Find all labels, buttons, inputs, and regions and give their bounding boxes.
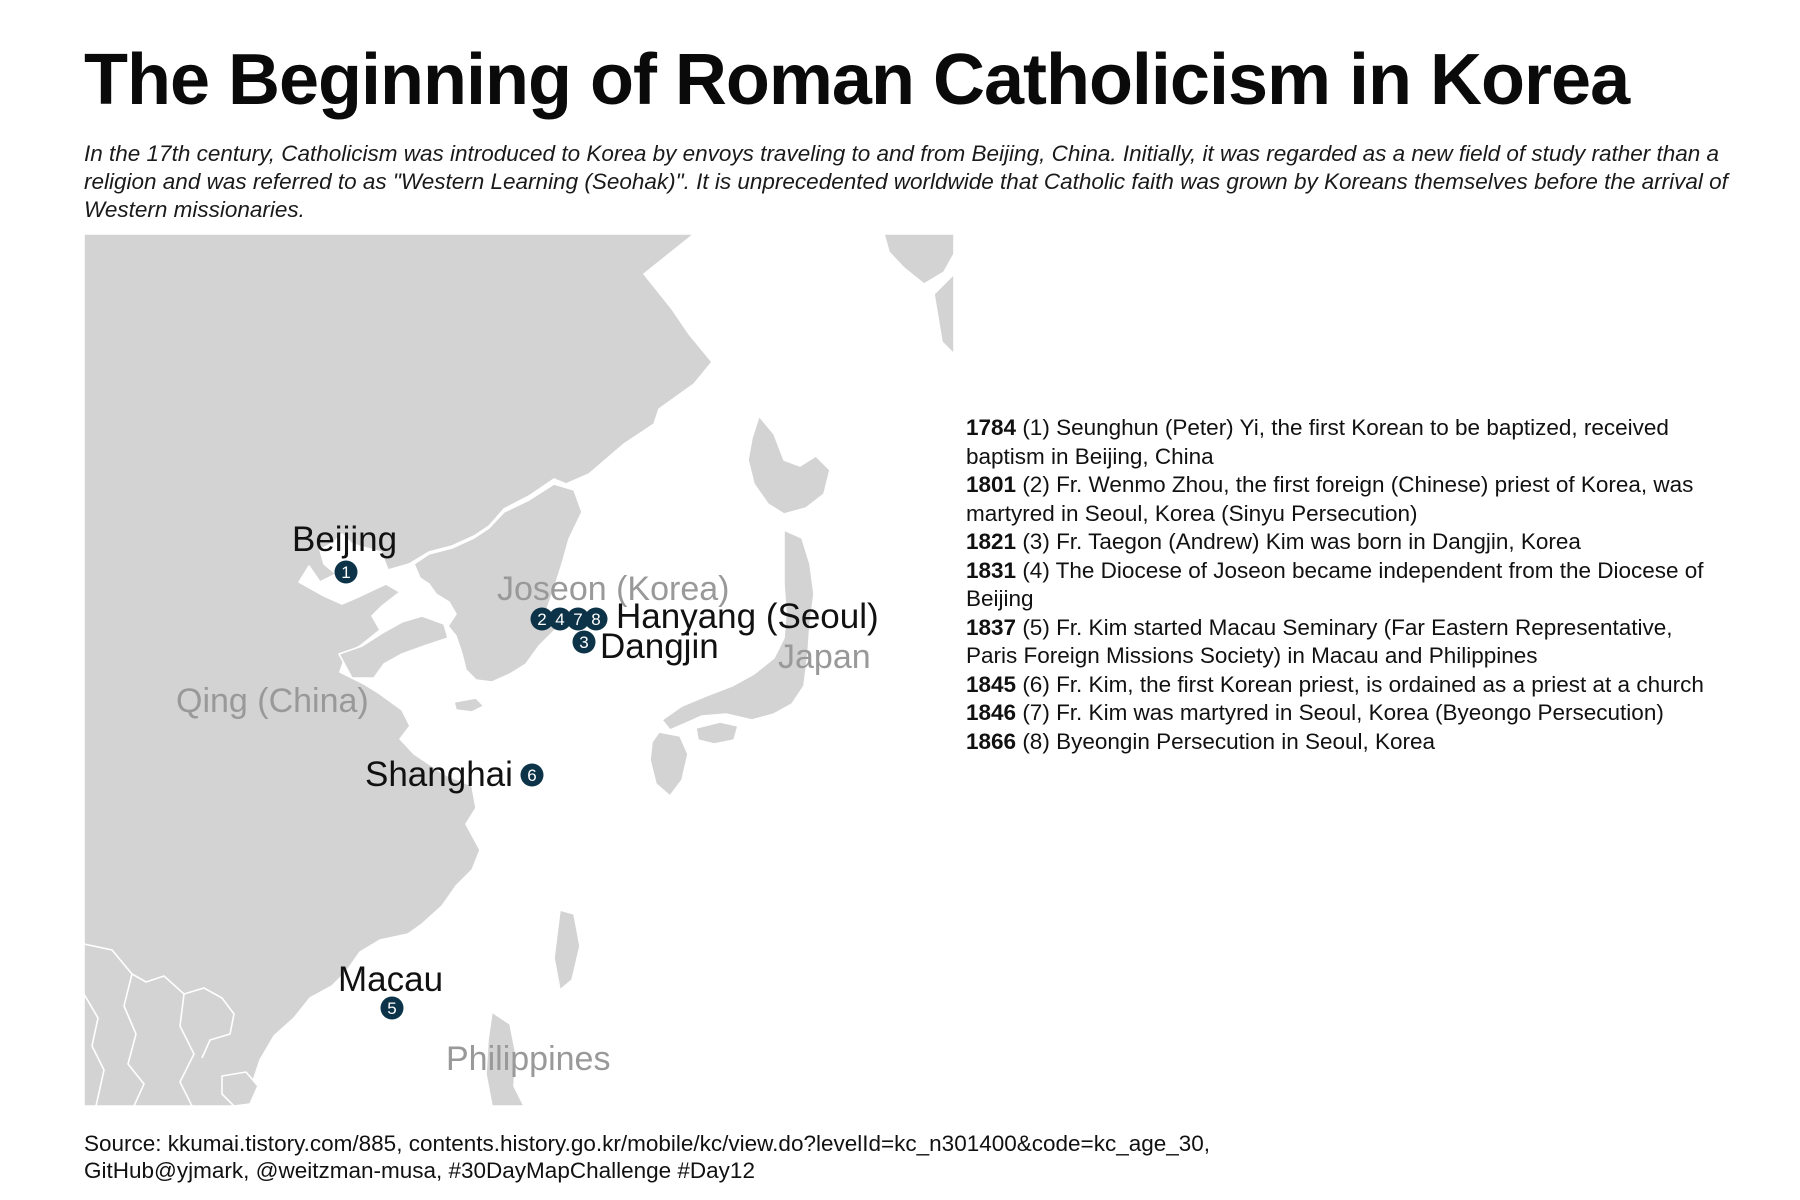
event-text: (5) Fr. Kim started Macau Seminary (Far … (966, 614, 1673, 669)
timeline-event: 1801 (2) Fr. Wenmo Zhou, the first forei… (966, 471, 1726, 528)
map: Joseon (Korea) Japan Qing (China) Philip… (84, 234, 954, 1106)
source-line: GitHub@yjmark, @weitzman-musa, #30DayMap… (84, 1158, 755, 1183)
land-sakhalin (883, 234, 954, 285)
event-year: 1831 (966, 557, 1017, 583)
region-label-philippines: Philippines (446, 1040, 610, 1078)
city-label-macau: Macau (338, 960, 443, 999)
region-label-qing: Qing (China) (176, 682, 369, 720)
marker-label: 6 (527, 766, 536, 785)
border-laos (123, 973, 145, 1106)
marker-hanyang-7: 7 (566, 607, 590, 631)
timeline-event: 1837 (5) Fr. Kim started Macau Seminary … (966, 614, 1726, 671)
source-line: Source: kkumai.tistory.com/885, contents… (84, 1131, 1211, 1156)
land-taiwan (553, 909, 581, 991)
markers: 1 2 4 7 8 3 6 (334, 560, 608, 1020)
marker-beijing: 1 (334, 560, 358, 584)
border-china-vietnam (84, 943, 235, 1059)
marker-label: 8 (591, 610, 600, 629)
marker-label: 1 (341, 563, 350, 582)
marker-label: 4 (555, 610, 564, 629)
city-label-shanghai: Shanghai (365, 755, 513, 794)
event-year: 1801 (966, 472, 1017, 497)
source-credits: Source: kkumai.tistory.com/885, contents… (84, 1130, 1744, 1184)
timeline-event: 1784 (1) Seunghun (Peter) Yi, the first … (966, 414, 1726, 471)
border-myanmar (84, 993, 105, 1106)
region-label-joseon: Joseon (Korea) (497, 570, 729, 608)
event-year: 1866 (966, 728, 1017, 754)
land-kamchatka (933, 273, 954, 355)
city-label-hanyang: Hanyang (Seoul) (616, 597, 879, 636)
timeline-event: 1866 (8) Byeongin Persecution in Seoul, … (966, 728, 1726, 757)
land-shandong (338, 615, 449, 679)
event-year: 1837 (966, 614, 1017, 640)
land-kyushu (649, 731, 689, 797)
event-year: 1845 (966, 671, 1017, 697)
event-year: 1784 (966, 415, 1017, 440)
marker-macau: 5 (380, 996, 404, 1020)
event-text: (8) Byeongin Persecution in Seoul, Korea (1016, 728, 1436, 754)
event-text: (7) Fr. Kim was martyred in Seoul, Korea… (1016, 700, 1664, 725)
timeline: 1784 (1) Seunghun (Peter) Yi, the first … (966, 414, 1726, 756)
page-subtitle: In the 17th century, Catholicism was int… (84, 141, 1728, 222)
marker-hanyang-8: 8 (584, 607, 608, 631)
event-year: 1821 (966, 529, 1017, 554)
timeline-event: 1846 (7) Fr. Kim was martyred in Seoul, … (966, 699, 1726, 728)
event-year: 1846 (966, 700, 1017, 725)
event-text: (6) Fr. Kim, the first Korean priest, is… (1016, 671, 1704, 697)
region-label-japan: Japan (778, 638, 871, 676)
timeline-event: 1845 (6) Fr. Kim, the first Korean pries… (966, 671, 1726, 700)
marker-hanyang-2: 2 (530, 607, 554, 631)
land-hainan (221, 1071, 259, 1106)
marker-label: 5 (387, 999, 396, 1018)
land-jeju (453, 697, 485, 713)
land-shikoku (695, 721, 739, 745)
event-text: (3) Fr. Taegon (Andrew) Kim was born in … (1016, 529, 1581, 554)
marker-dangjin: 3 (572, 630, 596, 654)
border-laos-vietnam (179, 993, 195, 1106)
borders (84, 943, 235, 1106)
city-labels: Beijing Hanyang (Seoul) Dangjin Shanghai… (292, 520, 879, 999)
marker-hanyang-4: 4 (548, 607, 572, 631)
marker-label: 7 (573, 610, 582, 629)
marker-shanghai: 6 (520, 763, 544, 787)
land-korean-peninsula (413, 483, 583, 683)
page-title: The Beginning of Roman Catholicism in Ko… (84, 40, 1630, 120)
region-labels: Joseon (Korea) Japan Qing (China) Philip… (176, 570, 871, 1078)
land (84, 234, 954, 1106)
timeline-event: 1821 (3) Fr. Taegon (Andrew) Kim was bor… (966, 528, 1726, 557)
marker-label: 2 (537, 610, 546, 629)
marker-label: 3 (579, 633, 588, 652)
land-hokkaido (747, 415, 831, 515)
event-text: (1) Seunghun (Peter) Yi, the first Korea… (966, 415, 1669, 469)
timeline-event: 1831 (4) The Diocese of Joseon became in… (966, 557, 1726, 614)
land-luzon (485, 1011, 525, 1106)
city-label-dangjin: Dangjin (600, 627, 719, 666)
land-mainland-china (84, 234, 713, 1106)
event-text: (2) Fr. Wenmo Zhou, the first foreign (C… (966, 472, 1694, 526)
event-text: (4) The Diocese of Joseon became indepen… (966, 557, 1704, 612)
city-label-beijing: Beijing (292, 520, 397, 559)
map-canvas: Joseon (Korea) Japan Qing (China) Philip… (84, 234, 954, 1106)
land-honshu (661, 529, 815, 731)
